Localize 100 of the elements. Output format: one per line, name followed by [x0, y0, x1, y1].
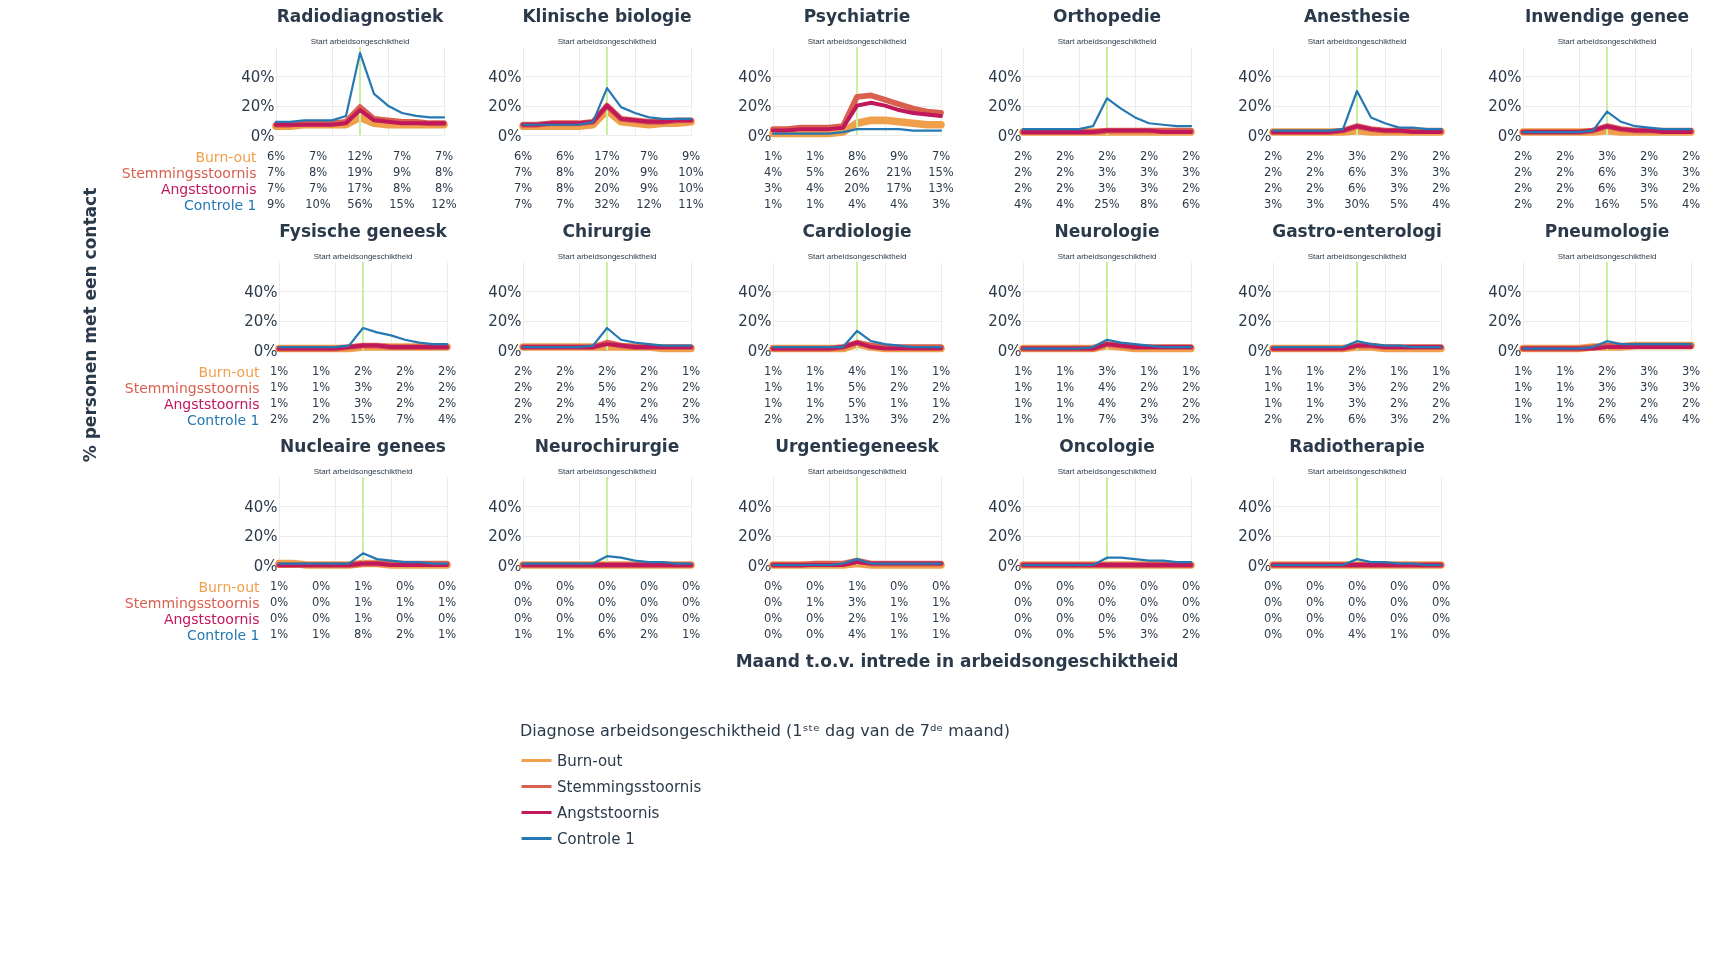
chart-title: Nucleaire genees	[280, 436, 446, 456]
data-label: 1%	[1555, 364, 1575, 378]
data-label: 4%	[1097, 396, 1117, 410]
data-label: 17%	[347, 181, 373, 195]
data-label: 2%	[1055, 181, 1075, 195]
data-label: 2%	[1305, 181, 1325, 195]
data-label: 5%	[847, 380, 867, 394]
data-label: 5%	[597, 380, 617, 394]
data-label: 1%	[269, 364, 289, 378]
data-label: 0%	[395, 579, 415, 593]
y-tick-label: 0%	[747, 341, 772, 360]
data-label: 1%	[681, 364, 701, 378]
y-tick-label: 20%	[1488, 97, 1522, 116]
data-label: 6%	[597, 627, 617, 641]
data-label: 10%	[678, 181, 704, 195]
text: Start arbeidsongeschiktheid	[807, 37, 907, 46]
data-label: 7%	[266, 165, 286, 179]
y-tick-label: 0%	[1247, 126, 1272, 145]
data-label: 4%	[1639, 412, 1659, 426]
data-label: 4%	[437, 412, 457, 426]
data-label: 19%	[347, 165, 373, 179]
data-label: 1%	[1013, 364, 1033, 378]
data-label: 4%	[889, 197, 909, 211]
text: Angststoornis	[163, 395, 260, 412]
data-label: 2%	[681, 380, 701, 394]
data-label: 7%	[308, 181, 328, 195]
data-label: 0%	[1305, 611, 1325, 625]
data-label: 8%	[434, 165, 454, 179]
data-label: 0%	[1181, 595, 1201, 609]
data-label: 2%	[931, 412, 951, 426]
data-label: 0%	[889, 579, 909, 593]
y-tick-label: 40%	[738, 497, 772, 516]
data-label: 0%	[1389, 579, 1409, 593]
chart-title: Neurologie	[1054, 221, 1160, 241]
data-label: 56%	[347, 197, 373, 211]
data-label: 4%	[1097, 380, 1117, 394]
data-label: 3%	[1639, 380, 1659, 394]
data-label: 1%	[1139, 364, 1159, 378]
data-label: 2%	[847, 611, 867, 625]
data-label: 2%	[1181, 181, 1201, 195]
data-label: 0%	[931, 579, 951, 593]
data-label: 4%	[1681, 412, 1701, 426]
data-label: 2%	[395, 364, 415, 378]
y-tick-label: 40%	[738, 282, 772, 301]
chart-title: Inwendige genee	[1524, 6, 1690, 26]
data-label: 15%	[389, 197, 415, 211]
data-label: 2%	[1681, 181, 1701, 195]
data-label: 2%	[639, 396, 659, 410]
data-label: 1%	[269, 380, 289, 394]
data-label: 2%	[437, 396, 457, 410]
chart-title: Urgentiegeneesk	[775, 436, 940, 456]
text: Controle 1	[183, 196, 257, 213]
data-label: 4%	[847, 627, 867, 641]
data-label: 13%	[844, 412, 870, 426]
data-label: 1%	[555, 627, 575, 641]
data-label: 1%	[763, 364, 783, 378]
text: Stemmingsstoornis	[124, 379, 260, 396]
data-label: 2%	[513, 380, 533, 394]
y-tick-label: 20%	[1238, 527, 1272, 546]
data-label: 5%	[1389, 197, 1409, 211]
data-label: 0%	[555, 595, 575, 609]
data-label: 0%	[1139, 611, 1159, 625]
data-label: 4%	[1347, 627, 1367, 641]
data-label: 2%	[1263, 412, 1283, 426]
data-label: 2%	[763, 412, 783, 426]
data-label: 6%	[1347, 181, 1367, 195]
data-label: 3%	[1389, 412, 1409, 426]
y-tick-label: 20%	[488, 97, 522, 116]
text: Burn-out	[195, 148, 257, 165]
data-label: 0%	[805, 611, 825, 625]
data-label: 1%	[1263, 380, 1283, 394]
y-tick-label: 0%	[997, 126, 1022, 145]
data-label: 8%	[308, 165, 328, 179]
data-label: 0%	[1139, 595, 1159, 609]
data-label: 0%	[1263, 579, 1283, 593]
data-label: 3%	[889, 412, 909, 426]
data-label: 8%	[847, 149, 867, 163]
data-label: 2%	[1555, 197, 1575, 211]
text: Start arbeidsongeschiktheid	[313, 252, 413, 261]
data-label: 2%	[1305, 149, 1325, 163]
data-label: 4%	[1055, 197, 1075, 211]
data-label: 3%	[1139, 412, 1159, 426]
data-label: 0%	[1181, 611, 1201, 625]
text: Start arbeidsongeschiktheid	[1307, 252, 1407, 261]
data-label: 1%	[1013, 396, 1033, 410]
data-label: 7%	[392, 149, 412, 163]
data-label: 6%	[1347, 412, 1367, 426]
y-tick-label: 40%	[1238, 67, 1272, 86]
data-label: 2%	[1389, 149, 1409, 163]
data-label: 0%	[639, 595, 659, 609]
data-label: 20%	[594, 165, 620, 179]
y-tick-label: 20%	[244, 527, 278, 546]
data-label: 6%	[555, 149, 575, 163]
data-label: 0%	[1055, 595, 1075, 609]
data-label: 4%	[847, 364, 867, 378]
data-label: 1%	[353, 595, 373, 609]
legend-label: Controle 1	[557, 829, 635, 848]
data-label: 3%	[1347, 396, 1367, 410]
data-label: 2%	[639, 364, 659, 378]
data-label: 1%	[1431, 364, 1451, 378]
